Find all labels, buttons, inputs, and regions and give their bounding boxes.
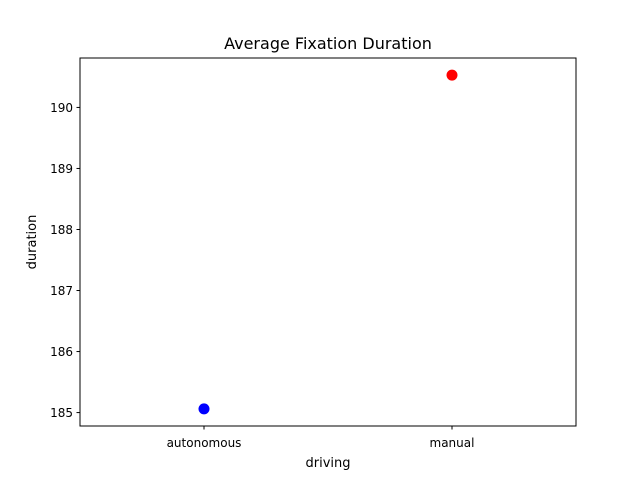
y-axis-label: duration <box>25 215 40 270</box>
x-tick-label-manual: manual <box>430 436 475 450</box>
data-points <box>198 69 458 415</box>
y-tick-label: 185 <box>50 406 73 420</box>
y-axis: 185 186 187 188 189 190 <box>50 101 80 420</box>
y-tick-label: 188 <box>50 223 73 237</box>
y-tick-label: 190 <box>50 101 73 115</box>
y-tick-label: 186 <box>50 345 73 359</box>
y-tick-label: 187 <box>50 284 73 298</box>
x-axis-label: driving <box>305 456 350 471</box>
y-tick-label: 189 <box>50 162 73 176</box>
data-point-manual <box>446 69 458 81</box>
plot-area <box>79 57 577 427</box>
x-tick-label-autonomous: autonomous <box>167 436 242 450</box>
data-point-autonomous <box>198 403 210 415</box>
x-axis: autonomous manual <box>167 426 475 450</box>
chart-title: Average Fixation Duration <box>224 34 432 53</box>
